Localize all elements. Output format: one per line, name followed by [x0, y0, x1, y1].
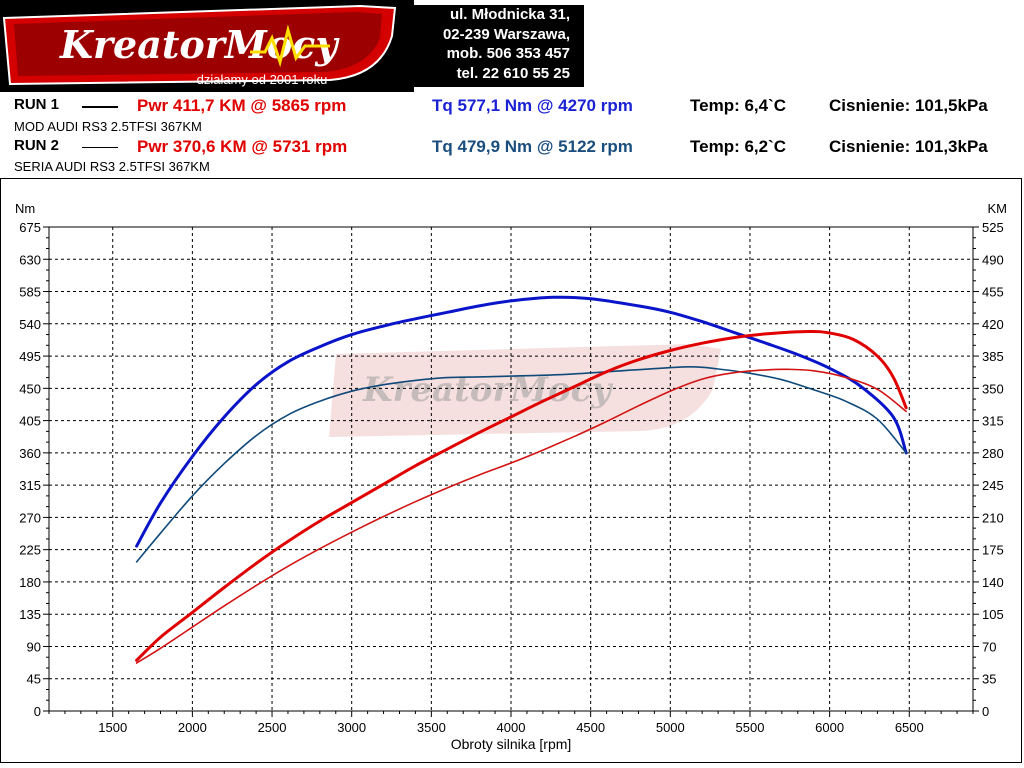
run-2-torque: Tq 479,9 Nm @ 5122 rpm [432, 137, 633, 156]
x-axis-label: Obroty silnika [rpm] [451, 736, 572, 752]
run-label: RUN 1 [14, 96, 60, 113]
run-2-car: SERIA AUDI RS3 2.5TFSI 367KM [14, 159, 210, 174]
run-2-temp: Temp: 6,2`C [690, 137, 787, 156]
run-1-row: RUN 1 Pwr 411,7 KM @ 5865 rpm Tq 577,1 N… [0, 96, 1024, 118]
run-1-line-sample [82, 106, 118, 108]
logo-tagline: działamy od 2001 roku [197, 72, 328, 87]
run-1-power: Pwr 411,7 KM @ 5865 rpm [137, 96, 347, 115]
dyno-chart-svg: KreatorMocy 0 0 45 35 90 70 135 105 180 140 225 175… [15, 201, 1008, 752]
x-tick-label: 4000 [497, 720, 526, 735]
watermark-logo: KreatorMocy [329, 344, 721, 437]
run-2-line-sample [82, 147, 118, 148]
x-tick-label: 2500 [258, 720, 287, 735]
x-tick-label: 4500 [576, 720, 605, 735]
y-right-tick-label: 245 [982, 478, 1004, 493]
run-1-temp: Temp: 6,4`C [690, 96, 787, 115]
x-tick-label: 3500 [417, 720, 446, 735]
run-1-car: MOD AUDI RS3 2.5TFSI 367KM [14, 119, 202, 134]
y-right-tick-label: 315 [982, 414, 1004, 429]
x-tick-label: 6500 [895, 720, 924, 735]
y-left-tick-label: 495 [19, 349, 41, 364]
y-right-tick-label: 0 [982, 704, 989, 719]
y-right-tick-label: 70 [982, 639, 996, 654]
y-left-tick-label: 540 [19, 317, 41, 332]
x-tick-label: 1500 [98, 720, 127, 735]
y-right-tick-label: 105 [982, 607, 1004, 622]
y-right-tick-label: 490 [982, 252, 1004, 267]
series-line-3 [135, 329, 908, 662]
y-left-tick-label: 225 [19, 543, 41, 558]
run-label: RUN 2 [14, 137, 60, 154]
y-right-axis-label: KM [988, 201, 1008, 216]
y-left-tick-label: 0 [34, 704, 41, 719]
y-right-tick-label: 385 [982, 349, 1004, 364]
run-2-row: RUN 2 Pwr 370,6 KM @ 5731 rpm Tq 479,9 N… [0, 137, 1024, 159]
x-tick-label: 5500 [736, 720, 765, 735]
y-right-tick-label: 525 [982, 220, 1004, 235]
logo-text: KreatorMocy [59, 22, 340, 67]
address-line: tel. 22 610 55 25 [456, 64, 570, 82]
x-tick-label: 6000 [815, 720, 844, 735]
y-right-tick-label: 280 [982, 446, 1004, 461]
y-left-tick-label: 90 [27, 639, 41, 654]
address-line: 02-239 Warszawa, [442, 25, 570, 43]
x-tick-label: 5000 [656, 720, 685, 735]
x-tick-label: 2000 [178, 720, 207, 735]
y-left-tick-label: 360 [19, 446, 41, 461]
y-right-tick-label: 210 [982, 510, 1004, 525]
y-right-tick-label: 350 [982, 381, 1004, 396]
y-left-axis-label: Nm [15, 201, 35, 216]
contact-address: ul. Młodnicka 31, 02-239 Warszawa, mob. … [414, 5, 584, 87]
series-line-4 [135, 368, 907, 664]
y-right-tick-label: 140 [982, 575, 1004, 590]
y-right-tick-label: 420 [982, 317, 1004, 332]
y-left-tick-label: 135 [19, 607, 41, 622]
y-left-tick-label: 675 [19, 220, 41, 235]
run-1-torque: Tq 577,1 Nm @ 4270 rpm [432, 96, 633, 115]
y-left-tick-label: 405 [19, 414, 41, 429]
y-left-tick-label: 45 [27, 672, 41, 687]
run-2-power: Pwr 370,6 KM @ 5731 rpm [137, 137, 348, 156]
run-2-pressure: Cisnienie: 101,3kPa [829, 137, 988, 156]
run-legend: RUN 1 Pwr 411,7 KM @ 5865 rpm Tq 577,1 N… [0, 96, 1024, 176]
y-left-tick-label: 315 [19, 478, 41, 493]
y-right-tick-label: 35 [982, 672, 996, 687]
y-left-tick-label: 180 [19, 575, 41, 590]
x-tick-label: 3000 [337, 720, 366, 735]
y-left-tick-label: 585 [19, 285, 41, 300]
y-left-tick-label: 630 [19, 252, 41, 267]
series-line-1 [135, 295, 908, 548]
run-1-pressure: Cisnienie: 101,5kPa [829, 96, 988, 115]
series-line-2 [135, 365, 907, 563]
y-left-tick-label: 270 [19, 510, 41, 525]
dyno-chart: KreatorMocy 0 0 45 35 90 70 135 105 180 140 225 175… [0, 178, 1022, 763]
address-line: ul. Młodnicka 31, [449, 6, 570, 23]
company-logo: KreatorMocy działamy od 2001 roku [0, 0, 414, 92]
y-right-tick-label: 455 [982, 285, 1004, 300]
plot-area-frame [48, 226, 974, 712]
address-line: mob. 506 353 457 [446, 45, 570, 62]
y-left-tick-label: 450 [19, 381, 41, 396]
y-right-tick-label: 175 [982, 543, 1004, 558]
